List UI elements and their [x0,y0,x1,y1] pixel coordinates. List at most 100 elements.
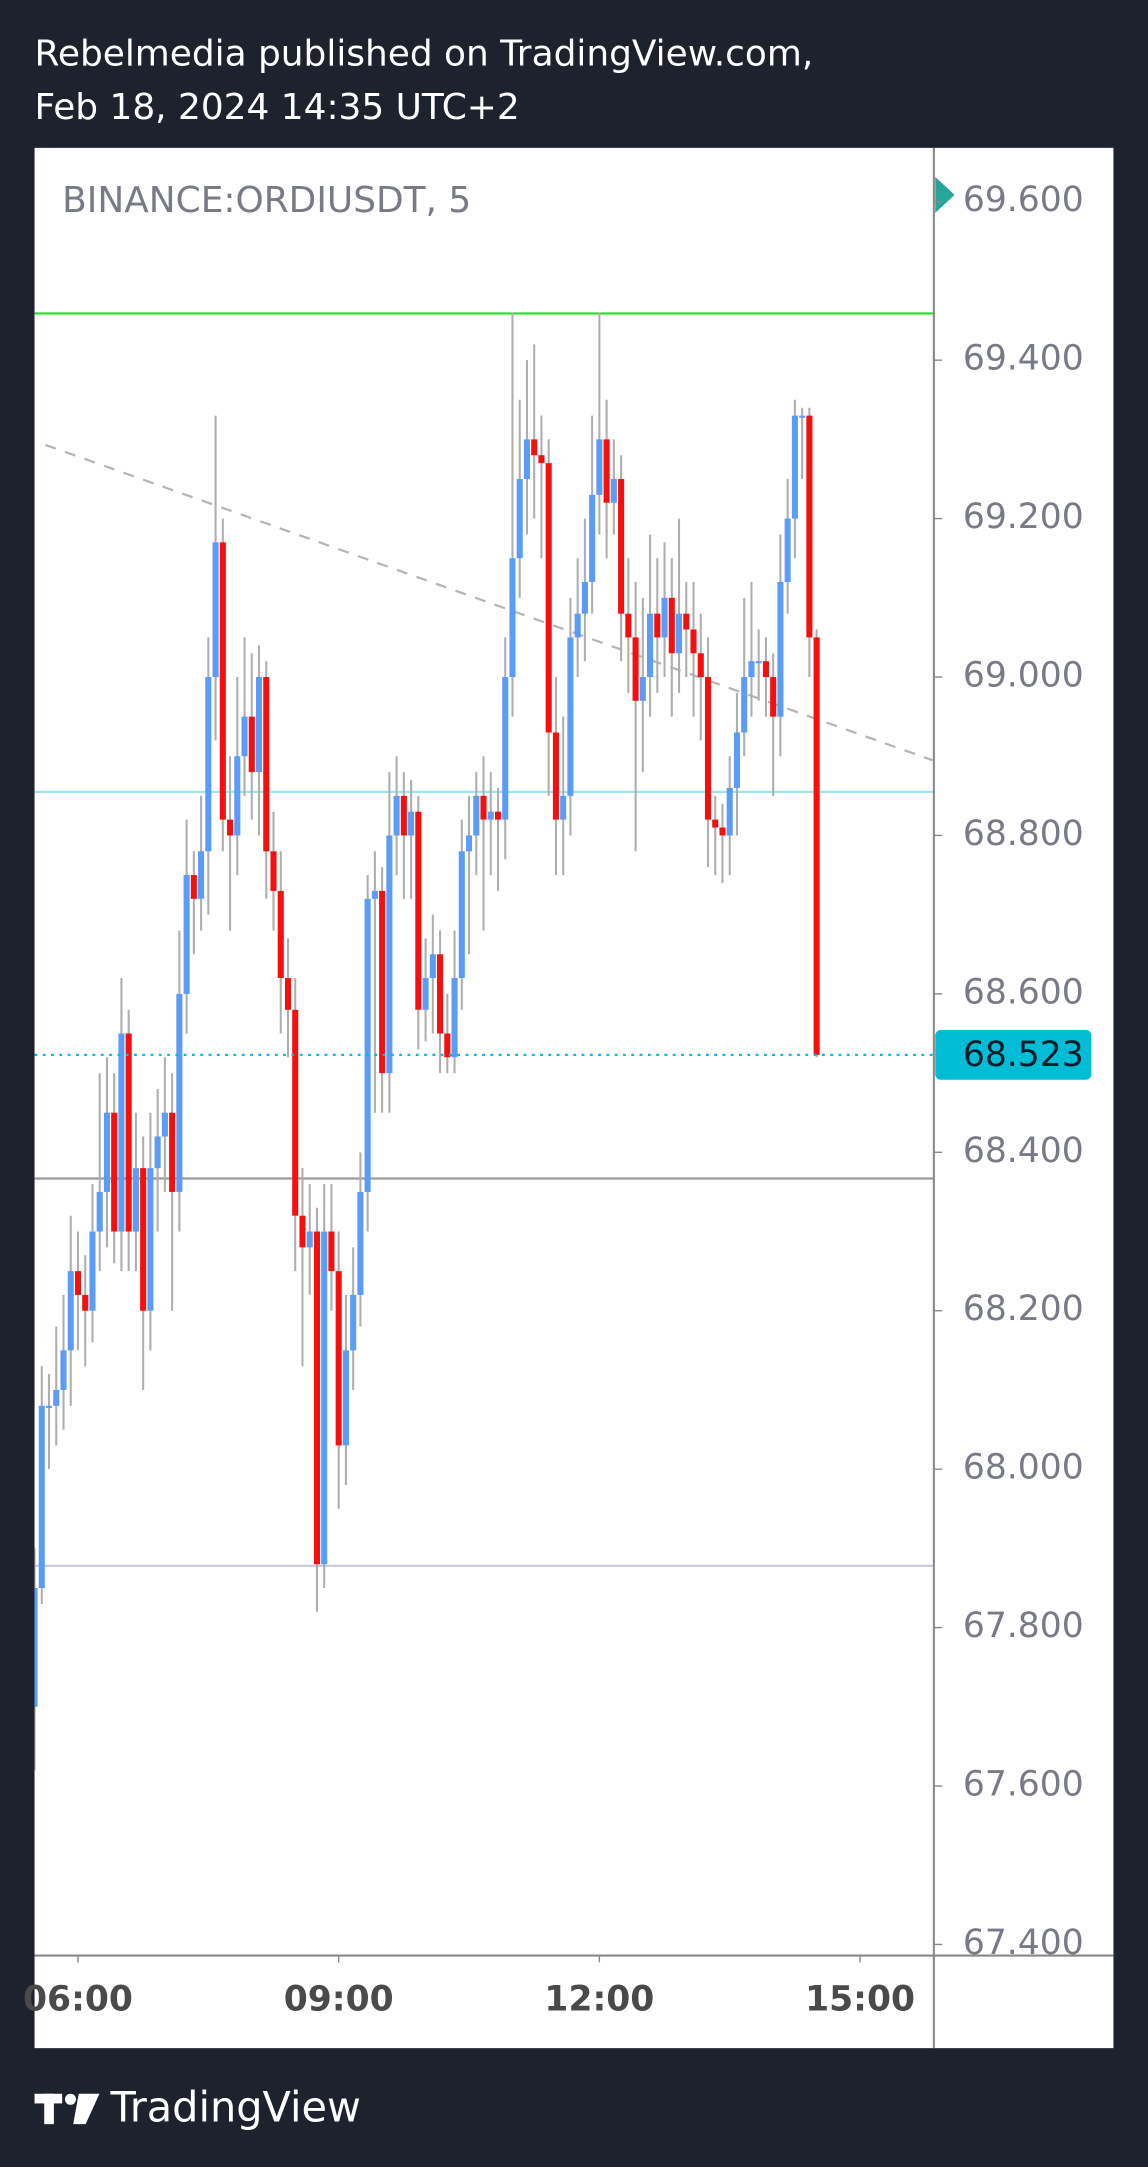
last-price-badge [935,1030,1092,1080]
tradingview-logo [34,2093,100,2125]
candle-body [205,677,212,852]
candle-body [748,661,755,678]
candle-body [487,811,494,820]
candle-body [169,1112,176,1192]
candle-body [422,978,429,1010]
candle-body [712,819,719,828]
candle-body [697,653,704,678]
candle-body [284,978,292,1010]
candle-body [371,890,378,899]
y-tick-label: 69.000 [963,656,1084,696]
candle-body [581,581,588,614]
candle-body [538,455,545,464]
candle-body [545,463,552,733]
candle-body [350,1294,357,1351]
y-tick-label: 68.600 [963,972,1084,1012]
candle-body [313,1231,320,1565]
candle-body [53,1389,60,1406]
candle-body [270,851,277,891]
candle-body [704,677,712,820]
candle-body [408,811,415,836]
alert-marker [935,176,955,213]
candle-body [661,597,668,638]
candle-body [610,478,617,503]
y-tick-label: 69.400 [963,339,1084,379]
candle-body [451,978,458,1058]
candle-body [96,1191,103,1232]
candle-body [625,613,632,638]
candle-body [357,1191,364,1295]
y-tick-label: 68.200 [963,1289,1084,1329]
candle-body [596,439,603,495]
candle-body [393,795,400,836]
candle-body [813,637,820,1055]
y-tick-label: 69.200 [963,497,1084,537]
candle-body [690,629,697,654]
candle-body [733,732,741,788]
candle-body [639,677,646,701]
publish-date: Feb 18, 2024 14:35 UTC+2 [35,87,520,128]
plot-area [34,312,934,1771]
candle-body [364,898,371,1192]
candle-body [762,661,769,678]
candle-body [574,613,581,638]
candle-body [74,1271,82,1295]
candle-body [400,795,407,836]
candle-body [219,542,226,820]
candle-body [198,851,205,899]
candle-body [777,581,784,717]
candle-body [552,732,559,820]
candle-body [227,819,234,836]
candle-body [89,1231,96,1311]
x-tick-label: 06:00 [23,1980,133,2020]
candle-body [161,1112,168,1137]
footer-brand: TradingView [110,2083,361,2131]
candle-body [683,613,690,630]
last-price-label: 68.523 [963,1035,1084,1075]
candle-body [429,954,436,979]
candle-body [386,835,393,1074]
candle-body [45,1405,53,1408]
y-tick-label: 67.800 [963,1606,1084,1646]
candle-body [523,439,531,479]
candle-body [654,613,661,638]
candle-body [255,677,263,773]
candle-body [509,558,516,678]
candle-body [567,637,574,796]
candle-body [465,835,473,852]
y-tick-label: 67.600 [963,1765,1084,1805]
candle-body [784,518,791,582]
y-tick-label: 69.600 [963,180,1084,220]
candle-body [176,993,183,1192]
candle-body [675,613,683,654]
candle-body [60,1350,67,1390]
candle-body [342,1350,349,1446]
candle-body [212,542,219,678]
candle-body [132,1168,139,1232]
candle-body [248,716,255,773]
candle-body [299,1215,306,1248]
candle-body [321,1231,328,1565]
candle-body [755,661,762,664]
candle-body [618,478,625,614]
candle-body [741,677,748,733]
candle-body [589,494,596,582]
candle-body [458,851,465,979]
candle-body [183,875,190,994]
y-tick-label: 68.800 [963,814,1084,854]
candle-body [437,954,444,1034]
candle-body [234,756,241,836]
candle-body [241,716,248,757]
candle-body [415,811,422,1010]
candle-body [154,1136,161,1169]
candle-body [125,1033,132,1232]
candle-body [632,637,639,701]
candle-body [726,787,733,836]
candle-body [147,1168,154,1311]
x-tick-label: 09:00 [284,1980,394,2020]
candle-body [502,677,509,820]
candle-body [791,415,798,519]
chart-panel [34,147,1114,2049]
candle-body [531,439,538,456]
